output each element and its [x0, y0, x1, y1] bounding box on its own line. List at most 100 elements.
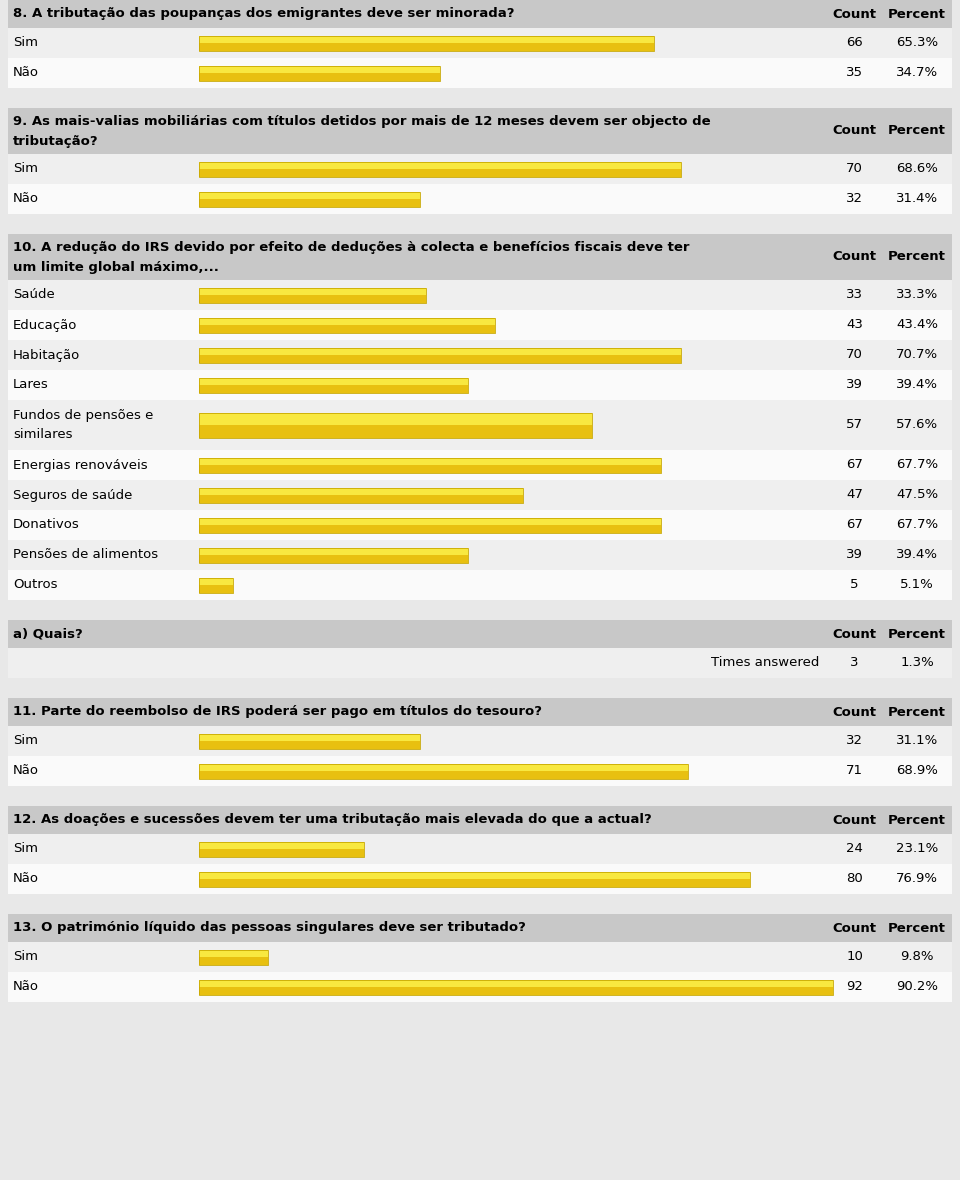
Text: 39: 39 — [846, 379, 863, 392]
Text: 8. A tributação das poupanças dos emigrantes deve ser minorada?: 8. A tributação das poupanças dos emigra… — [13, 7, 515, 20]
Text: Lares: Lares — [13, 379, 49, 392]
Bar — [199, 763, 688, 771]
Bar — [199, 986, 833, 995]
Bar — [199, 42, 654, 51]
Text: Percent: Percent — [888, 250, 946, 263]
Bar — [199, 525, 660, 532]
Bar — [199, 35, 654, 51]
Text: 67: 67 — [846, 459, 863, 472]
Bar — [199, 458, 660, 472]
Text: 71: 71 — [846, 765, 863, 778]
Bar — [199, 771, 688, 779]
Text: 23.1%: 23.1% — [896, 843, 938, 856]
Bar — [8, 756, 952, 786]
Text: 35: 35 — [846, 66, 863, 79]
Text: Count: Count — [832, 706, 876, 719]
Bar — [199, 950, 268, 964]
Text: 5.1%: 5.1% — [900, 578, 934, 591]
Bar — [199, 465, 660, 472]
Text: 1.3%: 1.3% — [900, 656, 934, 669]
Text: Count: Count — [832, 922, 876, 935]
Bar — [199, 288, 426, 302]
Bar — [8, 155, 952, 184]
Bar — [199, 957, 268, 964]
Text: 31.4%: 31.4% — [896, 192, 938, 205]
Bar — [8, 540, 952, 570]
Bar — [8, 450, 952, 480]
Bar — [199, 555, 468, 563]
Text: Count: Count — [832, 125, 876, 138]
Bar — [8, 914, 952, 942]
Bar — [199, 413, 591, 438]
Bar — [8, 480, 952, 510]
Bar — [199, 355, 682, 362]
Text: 32: 32 — [846, 192, 863, 205]
Bar — [199, 169, 682, 177]
Bar — [199, 317, 495, 333]
Text: 57: 57 — [846, 419, 863, 432]
Text: 9.8%: 9.8% — [900, 951, 934, 964]
Bar — [8, 184, 952, 214]
Text: 34.7%: 34.7% — [896, 66, 938, 79]
Text: 39.4%: 39.4% — [896, 549, 938, 562]
Text: Percent: Percent — [888, 125, 946, 138]
Bar — [199, 487, 523, 503]
Text: Não: Não — [13, 872, 39, 885]
Bar — [8, 510, 952, 540]
Bar — [199, 548, 468, 563]
Text: Percent: Percent — [888, 813, 946, 826]
Text: 3: 3 — [851, 656, 859, 669]
Text: 90.2%: 90.2% — [896, 981, 938, 994]
Text: Sim: Sim — [13, 734, 38, 747]
Text: um limite global máximo,...: um limite global máximo,... — [13, 261, 219, 274]
Text: 80: 80 — [846, 872, 863, 885]
Text: Donativos: Donativos — [13, 518, 80, 531]
Bar — [199, 385, 468, 393]
Bar — [199, 347, 682, 362]
Bar — [199, 199, 420, 206]
Bar — [199, 458, 660, 465]
Text: 70.7%: 70.7% — [896, 348, 938, 361]
Text: 24: 24 — [846, 843, 863, 856]
Bar — [8, 0, 952, 28]
Text: 67.7%: 67.7% — [896, 459, 938, 472]
Text: 92: 92 — [846, 981, 863, 994]
Text: 10. A redução do IRS devido por efeito de deduções à colecta e benefícios fiscai: 10. A redução do IRS devido por efeito d… — [13, 241, 689, 255]
Text: 67.7%: 67.7% — [896, 518, 938, 531]
Text: 66: 66 — [846, 37, 863, 50]
Bar — [8, 28, 952, 58]
Text: Count: Count — [832, 813, 876, 826]
Bar — [8, 340, 952, 371]
Text: 57.6%: 57.6% — [896, 419, 938, 432]
Text: 32: 32 — [846, 734, 863, 747]
Bar — [8, 280, 952, 310]
Bar — [199, 872, 751, 886]
Text: 9. As mais-valias mobiliárias com títulos detidos por mais de 12 meses devem ser: 9. As mais-valias mobiliárias com título… — [13, 116, 710, 129]
Bar — [8, 834, 952, 864]
Text: 31.1%: 31.1% — [896, 734, 938, 747]
Text: 47.5%: 47.5% — [896, 489, 938, 502]
Bar — [8, 570, 952, 599]
Text: Sim: Sim — [13, 37, 38, 50]
Bar — [199, 734, 420, 741]
Text: Count: Count — [832, 7, 876, 20]
Text: Educação: Educação — [13, 319, 78, 332]
Text: Percent: Percent — [888, 7, 946, 20]
Bar — [199, 841, 365, 848]
Bar — [199, 741, 420, 748]
Text: a) Quais?: a) Quais? — [13, 628, 83, 641]
Bar — [8, 400, 952, 450]
Text: Percent: Percent — [888, 706, 946, 719]
Bar — [199, 162, 682, 177]
Bar — [199, 841, 365, 857]
Text: 12. As doações e sucessões devem ter uma tributação mais elevada do que a actual: 12. As doações e sucessões devem ter uma… — [13, 813, 652, 826]
Bar — [199, 288, 426, 295]
Bar — [199, 585, 233, 592]
Bar — [8, 864, 952, 894]
Bar — [199, 979, 833, 995]
Text: 33.3%: 33.3% — [896, 288, 938, 302]
Bar — [199, 347, 682, 355]
Bar — [199, 324, 495, 333]
Text: 76.9%: 76.9% — [896, 872, 938, 885]
Bar — [199, 548, 468, 555]
